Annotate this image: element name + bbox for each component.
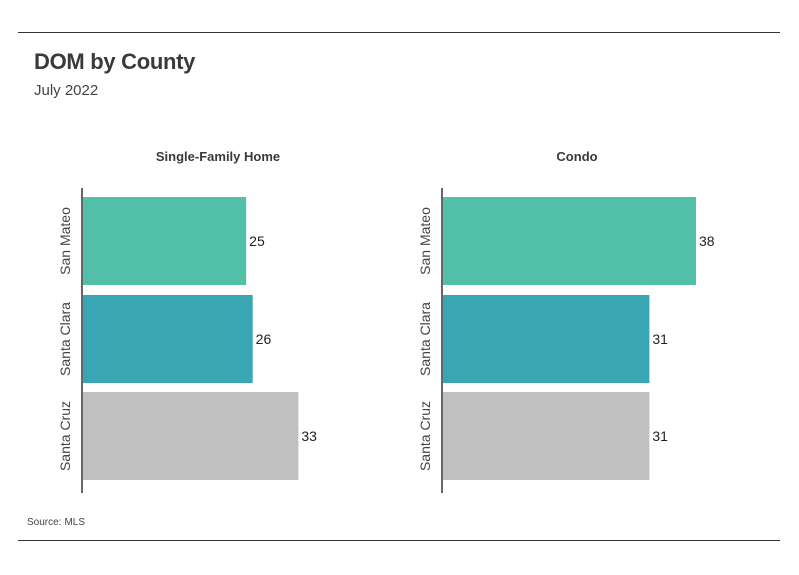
bar-condo-santa-clara <box>443 295 650 383</box>
category-label-single-family-home-san-mateo: San Mateo <box>57 207 73 275</box>
source-note: Source: MLS <box>27 517 85 528</box>
bar-condo-san-mateo <box>443 197 696 285</box>
chart-title: DOM by County <box>34 49 196 74</box>
bar-single-family-home-santa-cruz <box>83 392 299 480</box>
source-value: MLS <box>64 517 86 528</box>
bar-single-family-home-santa-clara <box>83 295 253 383</box>
value-label-condo-san-mateo: 38 <box>699 233 715 249</box>
category-label-condo-santa-clara: Santa Clara <box>417 302 433 376</box>
value-label-condo-santa-cruz: 31 <box>652 428 668 444</box>
value-label-single-family-home-santa-cruz: 33 <box>301 428 317 444</box>
category-label-condo-san-mateo: San Mateo <box>417 207 433 275</box>
top-rule <box>18 32 780 33</box>
value-label-condo-santa-clara: 31 <box>652 331 668 347</box>
bar-single-family-home-san-mateo <box>83 197 247 285</box>
value-label-single-family-home-santa-clara: 26 <box>256 331 272 347</box>
panel-title-single-family-home: Single-Family Home <box>156 149 280 164</box>
panel-title-condo: Condo <box>556 149 597 164</box>
category-label-single-family-home-santa-cruz: Santa Cruz <box>57 401 73 471</box>
value-label-single-family-home-san-mateo: 25 <box>249 233 265 249</box>
category-label-condo-santa-cruz: Santa Cruz <box>417 401 433 471</box>
chart-subtitle: July 2022 <box>34 82 99 99</box>
category-label-single-family-home-santa-clara: Santa Clara <box>57 302 73 376</box>
bar-condo-santa-cruz <box>443 392 650 480</box>
source-label: Source: <box>27 517 62 528</box>
bottom-rule <box>18 540 780 541</box>
